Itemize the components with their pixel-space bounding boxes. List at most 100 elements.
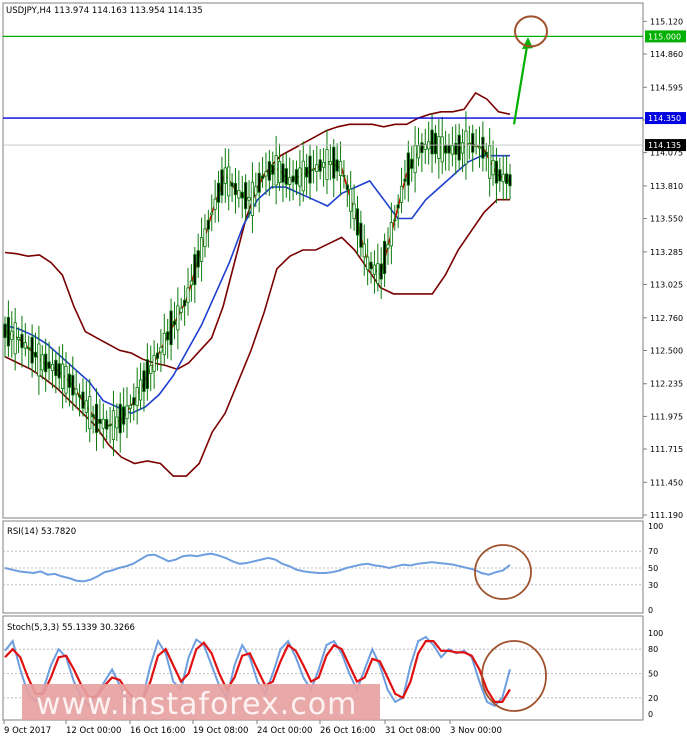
series-lower [4,198,510,477]
candle-body [328,160,332,166]
price-y-label: 111.975 [650,412,683,421]
candle-body [183,299,187,307]
date-label: 26 Oct 16:00 [320,726,375,736]
candle-body [501,173,505,183]
candle-body [189,280,194,286]
candle-body [260,175,265,179]
candle-body [94,403,99,433]
candle-body [101,418,105,429]
candle-body [88,396,92,430]
candle-body [430,129,434,155]
candle-body [216,182,221,203]
candle-body [335,159,339,172]
candle-body [294,169,299,185]
candle-body [291,175,295,183]
rsi-layer [3,544,643,600]
candle-body [10,330,14,340]
candle-body [308,155,312,184]
candle-body [128,404,133,409]
candle-body [203,228,207,247]
candle-body [33,351,38,358]
candle-body [464,130,468,165]
candle-body [484,151,488,156]
rsi-y-label: 30 [648,581,658,590]
rsi-header: RSI(14) 53.7820 [7,527,76,537]
watermark-band [22,684,380,720]
candle-body [423,143,427,150]
candle-body [315,164,319,173]
candle-body [450,145,454,155]
price-y-label: 113.025 [650,280,683,289]
candle-body [166,331,170,341]
rsi-y-label: 0 [648,606,653,615]
date-label: 19 Oct 08:00 [193,726,248,736]
candle-body [355,208,360,236]
stoch-y-label: 50 [648,670,658,679]
price-y-label: 111.450 [650,478,683,487]
candle-body [325,149,329,180]
rsi-panel-frame [2,520,644,614]
stoch-header: Stoch(5,3,3) 55.1339 30.3266 [7,623,135,633]
candle-body [193,254,197,286]
date-label: 24 Oct 00:00 [257,726,312,736]
candle-body [237,189,241,199]
rsi-y-label: 50 [648,564,658,573]
candle-body [447,144,451,154]
candle-body [271,164,275,175]
candle-body [159,346,163,353]
candle-body [186,287,190,303]
level-label-115.000: 115.000 [648,32,681,41]
candle-body [172,320,177,326]
candle-body [386,243,390,249]
candle-body [311,168,316,171]
date-label: 9 Oct 2017 [4,726,51,736]
candle-body [210,212,214,216]
candle-body [349,188,353,212]
candle-body [54,359,58,377]
candle-body [37,343,41,377]
candle-body [74,388,78,395]
candle-body [230,182,234,187]
candle-body [81,391,85,409]
candle-body [27,347,31,350]
candle-body [494,160,499,184]
stoch-y-label: 20 [648,694,658,703]
candle-body [267,161,271,181]
candle-body [149,365,153,374]
price-y-label: 114.075 [650,149,683,158]
candle-body [132,397,136,406]
series-mid [4,154,510,415]
candle-body [40,354,44,371]
candle-body [213,198,217,210]
rsi-y-label: 70 [648,547,658,556]
level-label-114.350: 114.350 [648,114,681,123]
candle-body [403,178,407,182]
candle-body [118,403,122,434]
candle-body [169,310,173,346]
rsi-annotation-circle [474,544,532,600]
candle-body [84,400,88,413]
rsi-series-0 [4,552,511,583]
candle-body [20,333,24,349]
candle-body [257,172,261,193]
candle-body [30,336,34,364]
candle-body [366,256,370,270]
candle-body [71,374,75,396]
candle-body [277,161,282,183]
stoch-y-label: 80 [648,645,658,654]
price-y-label: 111.715 [650,445,683,454]
price-y-label: 114.595 [650,83,683,92]
price-header: USDJPY,H4 113.974 114.163 113.954 114.13… [6,6,203,16]
candle-body [196,250,200,268]
candle-body [379,263,383,280]
candle-body [125,405,129,420]
candle-body [176,305,180,331]
candle-body [98,418,102,424]
level-tag-115.000 [645,30,686,43]
candle-body [460,142,465,154]
target-circle [514,15,548,48]
candle-body [274,155,278,186]
price-y-label: 112.235 [650,380,683,389]
candle-body [416,145,421,159]
date-label: 12 Oct 00:00 [66,726,121,736]
